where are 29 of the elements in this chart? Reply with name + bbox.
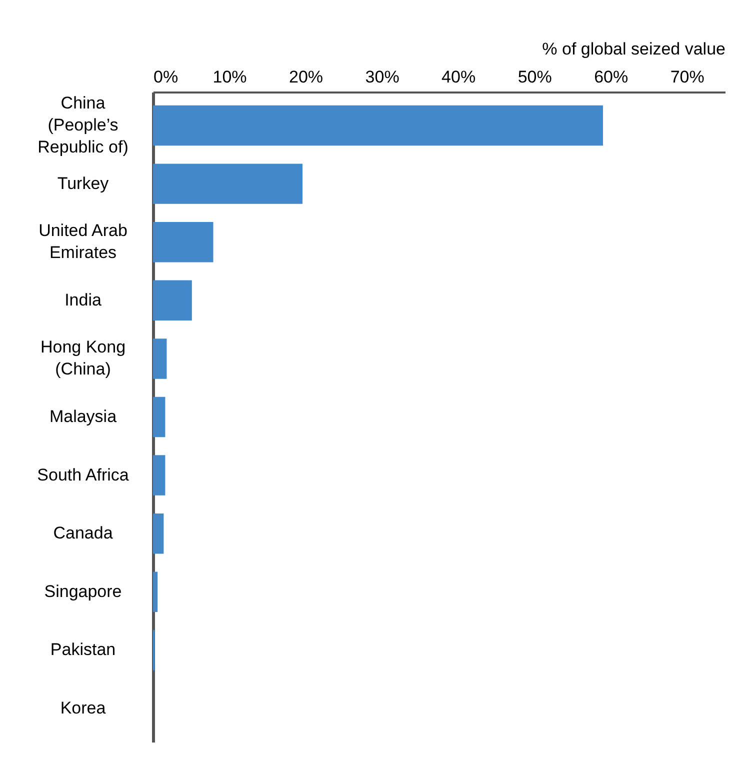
x-tick-label: 40%	[442, 68, 476, 86]
bar	[153, 338, 167, 379]
x-tick-label: 10%	[212, 68, 247, 86]
bar	[153, 572, 158, 612]
y-tick-label: Pakistan	[50, 640, 116, 660]
y-tick-label: Malaysia	[49, 407, 118, 426]
x-tick-label: 0%	[154, 68, 178, 86]
y-tick-label: Singapore	[44, 582, 122, 601]
y-tick-label: India	[64, 290, 102, 310]
x-axis-title: % of global seized value	[542, 40, 726, 58]
x-tick-label: 70%	[670, 68, 704, 86]
bar	[153, 513, 164, 554]
bar	[153, 164, 302, 204]
x-tick-label: 20%	[289, 68, 324, 86]
x-tick-label: 60%	[594, 68, 628, 86]
bar	[153, 455, 166, 496]
y-tick-label: United Arab Emirates	[38, 221, 128, 262]
x-tick-label: 50%	[518, 68, 552, 86]
y-tick-label: Turkey	[57, 174, 110, 193]
y-tick-label: South Africa	[37, 465, 130, 484]
y-tick-label: Hong Kong (China)	[40, 338, 126, 379]
y-tick-label: Canada	[53, 524, 114, 543]
x-tick-label: 30%	[365, 68, 400, 86]
bar	[153, 396, 166, 438]
bar	[153, 280, 192, 321]
bar	[153, 222, 214, 262]
y-tick-label: China (People’s Republic of)	[38, 94, 128, 157]
bar	[153, 105, 603, 146]
y-tick-label: Korea	[60, 698, 106, 718]
